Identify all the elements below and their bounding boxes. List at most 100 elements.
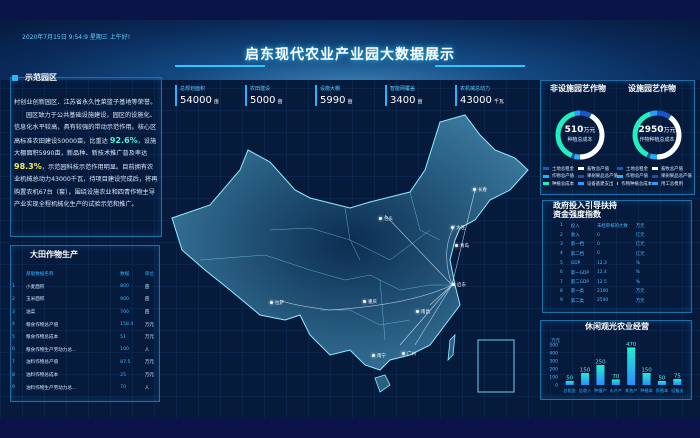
bar	[565, 381, 574, 385]
donut-charts[interactable]	[545, 107, 695, 165]
highlight-ratio: 92.6%	[109, 135, 138, 145]
y-tick-label: 0	[555, 383, 558, 389]
table-row[interactable]: 3 第一档 0 亿元	[560, 241, 645, 248]
table-row[interactable]: 8 油料作物总成本 25 万元	[12, 372, 154, 379]
china-map[interactable]	[170, 110, 530, 415]
legend-item[interactable]: 作物种植总成本	[617, 180, 652, 188]
city-marker[interactable]: 广州	[402, 351, 416, 357]
table-row[interactable]: 7 油料作物总产值 87.5 万元	[12, 359, 154, 366]
leisure-agri-bar-chart[interactable]: 0 100 200 300 400 500 50 总租金 150 总收入 250 种植产 70 水产产 47…	[540, 340, 690, 395]
table-row[interactable]: 4 粮食作物总产值 158.4 万元	[12, 322, 154, 328]
y-tick-label: 100	[549, 375, 558, 381]
table-row[interactable]: 8 第一类 2100 万元	[560, 288, 645, 295]
table-row[interactable]: 3 油菜 700 亩	[12, 309, 150, 316]
legend-item[interactable]: 用工总费用	[652, 180, 692, 188]
table-row[interactable]: 4 第二档 0 亿元	[560, 251, 645, 257]
x-tick-label: 养殖本	[656, 387, 669, 394]
table-row[interactable]: 5 GDP 12.3%	[560, 260, 640, 266]
taiwan-outline	[447, 333, 456, 362]
hainan-outline	[374, 374, 391, 393]
bar-value-label: 250	[595, 360, 606, 366]
table-row[interactable]: 2 收入 0 亿元	[560, 232, 645, 239]
bar-value-label: 470	[626, 342, 637, 348]
donut-segment	[555, 110, 605, 160]
stat-card: 设施大棚 5990 亩	[315, 85, 352, 106]
y-tick-label: 500	[549, 343, 558, 349]
highlight-adoption-rate: 98.3%	[14, 161, 42, 171]
table-row[interactable]: 9 油料作物生产劳动力总... 70 人	[12, 385, 150, 391]
city-marker[interactable]: 青岛	[455, 243, 469, 249]
stat-card: 总规划面积 54000 亩	[175, 85, 219, 106]
datetime: 2020年7月15日 9:54:9 星期三 上午好!	[22, 34, 131, 41]
facility-title: 设施园艺作物	[628, 84, 676, 93]
city-marker[interactable]: 包头	[379, 216, 393, 222]
stat-card: 农田建设 5000 亩	[245, 85, 282, 106]
mainland-outline	[171, 114, 529, 371]
demo-park-panel	[10, 77, 162, 237]
x-tick-label: 总租金	[563, 387, 576, 394]
city-marker[interactable]: 长春	[473, 187, 487, 193]
donut-segment	[632, 110, 682, 160]
non-facility-total: 510万元 种植总成本	[564, 125, 596, 143]
y-tick-label: 300	[549, 359, 558, 365]
title-line-right	[435, 65, 525, 67]
non-facility-title: 非设施园艺作物	[550, 84, 606, 93]
donut-segment	[632, 110, 682, 160]
legend-item[interactable]: 土地总租金	[617, 165, 652, 173]
bar-value-label: 150	[580, 368, 591, 374]
legend-item[interactable]: 畜牧总产值	[578, 165, 618, 173]
bar	[642, 373, 651, 385]
bar-value-label: 70	[612, 374, 619, 380]
facility-legend: 土地总租金 畜牧总产值 作物总产值 果树果品总产值 作物种植总成本 用工总费用	[617, 165, 692, 188]
field-crops-panel	[10, 245, 160, 402]
demo-park-description[interactable]: 村创业创新园区、江苏省永久性菜篮子基地等荣誉。 园区致力于公共基础设施建设，园区…	[14, 99, 158, 208]
legend-item[interactable]: 土地总租金	[543, 165, 578, 173]
table-row[interactable]: 1 小麦面积 800 亩	[12, 284, 150, 290]
field-crops-table: 基础数据名称 数据 单位 1 小麦面积 800 亩 2 玉米面积 900 亩 3 油菜 700 亩 4 粮食作…	[12, 268, 162, 394]
legend-item[interactable]: 作物总产值	[543, 173, 578, 181]
legend-item[interactable]: 作物总产值	[617, 173, 652, 181]
table-row[interactable]: 9 第二类 2500 万元	[560, 298, 645, 304]
x-tick-label: 总收入	[579, 387, 592, 394]
province-borders	[199, 191, 455, 341]
bar-value-label: 75	[674, 374, 681, 380]
donut-segment	[555, 110, 605, 160]
donut-segment	[555, 110, 605, 160]
bar	[581, 373, 590, 385]
y-tick-label: 400	[549, 351, 558, 357]
panel-marker	[12, 75, 18, 81]
legend-item[interactable]: 设备基建支出	[578, 180, 618, 188]
demo-park-title: 示范园区	[25, 73, 57, 82]
header-banner	[0, 20, 700, 80]
bar	[611, 379, 620, 385]
table-row[interactable]: 6 粮食作物生产劳动力总... 100 人	[12, 347, 150, 353]
bottom-bar	[0, 418, 700, 438]
city-marker[interactable]: 重庆	[363, 299, 377, 305]
city-marker[interactable]: 南昌	[416, 309, 430, 315]
horticulture-panel	[540, 80, 695, 195]
x-tick-label: 种植产	[594, 387, 607, 394]
facility-total: 2950万元 作物种植总成本	[638, 125, 676, 143]
bar	[657, 381, 666, 385]
table-row[interactable]: 1 投入 未经审核的大致 万元	[560, 223, 645, 229]
table-row[interactable]: 5 粮食作物总成本 51 万元	[12, 334, 154, 341]
gov-investment-panel	[542, 200, 692, 313]
bar-value-label: 50	[658, 376, 665, 382]
legend-item[interactable]: 种植总成本	[543, 180, 578, 188]
leisure-agri-panel	[540, 320, 692, 400]
city-marker[interactable]: 拉萨	[270, 300, 284, 306]
legend-item[interactable]: 果树果品总产值	[652, 173, 692, 181]
field-crops-title: 大田作物生产	[30, 250, 78, 259]
legend-item[interactable]: 果树果品总产值	[578, 173, 618, 181]
bar	[596, 365, 605, 385]
city-marker[interactable]: 大连	[451, 225, 465, 231]
stat-card: 农机械总动力 43000 千瓦	[455, 85, 504, 106]
table-row[interactable]: 6 第一GDP 12.4%	[560, 270, 640, 276]
stat-card: 智能网覆盖 3400 亩	[385, 85, 422, 106]
city-marker[interactable]: 启东	[452, 282, 466, 288]
flight-routes	[279, 189, 476, 346]
city-marker[interactable]: 南宁	[372, 353, 386, 359]
table-row[interactable]: 2 玉米面积 900 亩	[12, 296, 150, 303]
legend-item[interactable]: 畜牧总产值	[652, 165, 692, 173]
table-row[interactable]: 7 第二GDP 12.5%	[560, 279, 640, 286]
